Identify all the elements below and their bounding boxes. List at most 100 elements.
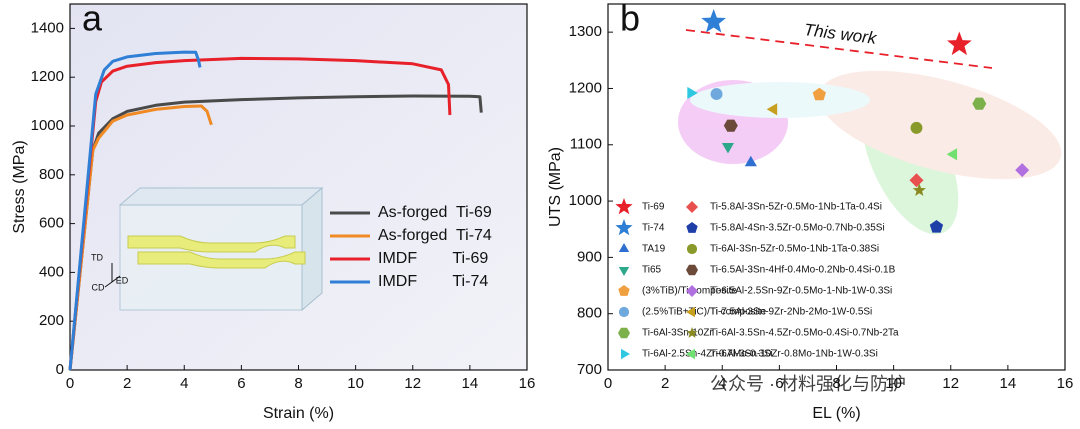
legend-marker xyxy=(615,198,633,215)
curve xyxy=(68,50,202,371)
legend-label: Ti-74 xyxy=(642,223,665,234)
y-tick-label: 800 xyxy=(39,166,64,183)
legend-marker xyxy=(621,348,630,360)
legend-label: Ti65 xyxy=(642,265,662,276)
point xyxy=(912,183,926,196)
y-tick-label: 200 xyxy=(39,312,64,329)
x-tick-label: 4 xyxy=(180,375,188,392)
legend-marker xyxy=(686,285,698,297)
inset-label: ED xyxy=(116,275,129,285)
y-tick-label: 1400 xyxy=(31,19,64,36)
legend-label: Ti-6Al-3.5Sn-4.5Zr-0.5Mo-0.4Si-0.7Nb-2Ta xyxy=(710,328,899,339)
point xyxy=(909,173,924,188)
x-tick-label: 10 xyxy=(885,375,902,392)
legend-label: Ti-5.8Al-3Sn-5Zr-0.5Mo-1Nb-1Ta-0.4Si xyxy=(710,202,882,213)
x-tick-label: 6 xyxy=(775,375,783,392)
annotation: This work xyxy=(803,20,879,48)
legend-marker xyxy=(686,222,698,233)
x-tick-label: 16 xyxy=(519,375,536,392)
x-tick-label: 0 xyxy=(604,375,612,392)
legend-marker xyxy=(615,219,633,236)
y-tick-label: 1300 xyxy=(569,23,602,40)
legend-label: TA19 xyxy=(642,244,666,255)
legend-marker xyxy=(618,306,630,318)
legend-marker xyxy=(618,285,630,296)
point xyxy=(947,31,972,56)
legend-marker xyxy=(686,243,698,255)
x-axis-label: EL (%) xyxy=(812,405,860,422)
blobs xyxy=(678,70,1062,235)
point xyxy=(687,86,698,99)
legend-marker xyxy=(618,243,630,252)
legend-label: (2.5%TiB+TiC)/Ti composite xyxy=(642,307,767,318)
point xyxy=(710,88,723,101)
y-tick-label: 1100 xyxy=(570,136,602,153)
legend-marker xyxy=(686,306,695,318)
legend-marker xyxy=(686,327,698,338)
point xyxy=(972,97,987,110)
x-tick-label: 4 xyxy=(718,375,726,392)
legend-label: Ti-6Al-3Sn-10Zr xyxy=(642,328,713,339)
point xyxy=(723,119,738,132)
curve xyxy=(68,56,452,371)
legend-label: IMDF Ti-69 xyxy=(378,250,488,267)
legend-label: IMDF Ti-74 xyxy=(378,273,488,290)
legend-label: As-forged Ti-69 xyxy=(378,204,492,221)
x-tick-label: 14 xyxy=(462,375,479,392)
y-tick-label: 0 xyxy=(56,361,64,378)
x-tick-label: 16 xyxy=(1057,375,1074,392)
legend-marker xyxy=(686,201,698,213)
inset-label: TD xyxy=(91,252,103,262)
this-work-line xyxy=(685,29,993,69)
legend-marker xyxy=(686,264,698,276)
y-tick-label: 1000 xyxy=(569,192,602,209)
y-tick-label: 900 xyxy=(577,248,602,265)
curve xyxy=(68,104,213,371)
legend-label: Ti-6.5Al-3Sn-4Hf-0.4Mo-0.2Nb-0.4Si-0.1B xyxy=(710,265,896,276)
legend-marker xyxy=(686,348,695,360)
legend-marker xyxy=(618,327,630,339)
point xyxy=(721,143,734,154)
point xyxy=(744,155,757,167)
panel-label: b xyxy=(620,0,640,39)
y-axis-label: Stress (MPa) xyxy=(11,140,28,233)
point xyxy=(929,220,944,233)
legend-label: Ti-6Al-2.5Sn-4Zr-0.7Mo-0.3Si xyxy=(642,349,773,360)
y-tick-label: 700 xyxy=(577,361,602,378)
legend-label: As-forged Ti-74 xyxy=(378,227,492,244)
inset xyxy=(104,186,324,312)
y-tick-label: 800 xyxy=(577,305,602,322)
x-axis-label: Strain (%) xyxy=(263,405,334,422)
x-tick-label: 12 xyxy=(404,375,421,392)
point xyxy=(946,148,958,161)
legend-label: Ti-5.8Al-4Sn-3.5Zr-0.5Mo-0.7Nb-0.35Si xyxy=(710,223,885,234)
point xyxy=(812,87,826,101)
legend-marker xyxy=(618,267,630,276)
watermark: 公众号 · 材料强化与防护 xyxy=(710,374,906,394)
curve xyxy=(68,94,483,371)
x-tick-label: 10 xyxy=(347,375,364,392)
x-tick-label: 2 xyxy=(123,375,131,392)
y-tick-label: 600 xyxy=(39,215,64,232)
y-tick-label: 1000 xyxy=(31,117,64,134)
y-tick-label: 1200 xyxy=(569,79,602,96)
legend-label: Ti-6Al-3Sn-10Zr-0.8Mo-1Nb-1W-0.3Si xyxy=(710,349,878,360)
x-tick-label: 6 xyxy=(237,375,245,392)
x-tick-label: 8 xyxy=(832,375,840,392)
y-tick-label: 400 xyxy=(39,263,64,280)
legend-label: Ti-69 xyxy=(642,202,665,213)
panel-label: a xyxy=(82,0,103,39)
point xyxy=(766,103,778,116)
legend-label: Ti-6.5Al-2.5Sn-9Zr-0.5Mo-1-Nb-1W-0.3Si xyxy=(710,286,892,297)
x-tick-label: 12 xyxy=(942,375,959,392)
x-tick-label: 14 xyxy=(1000,375,1017,392)
point xyxy=(910,121,923,134)
point xyxy=(701,9,726,33)
inset-label: CD xyxy=(92,282,105,292)
y-axis-label: UTS (MPa) xyxy=(547,147,564,227)
point xyxy=(1015,163,1030,178)
legend-label: Ti-7.5Al-3Sn-9Zr-2Nb-2Mo-1W-0.5Si xyxy=(710,307,872,318)
y-tick-label: 1200 xyxy=(31,68,64,85)
x-tick-label: 0 xyxy=(66,375,74,392)
